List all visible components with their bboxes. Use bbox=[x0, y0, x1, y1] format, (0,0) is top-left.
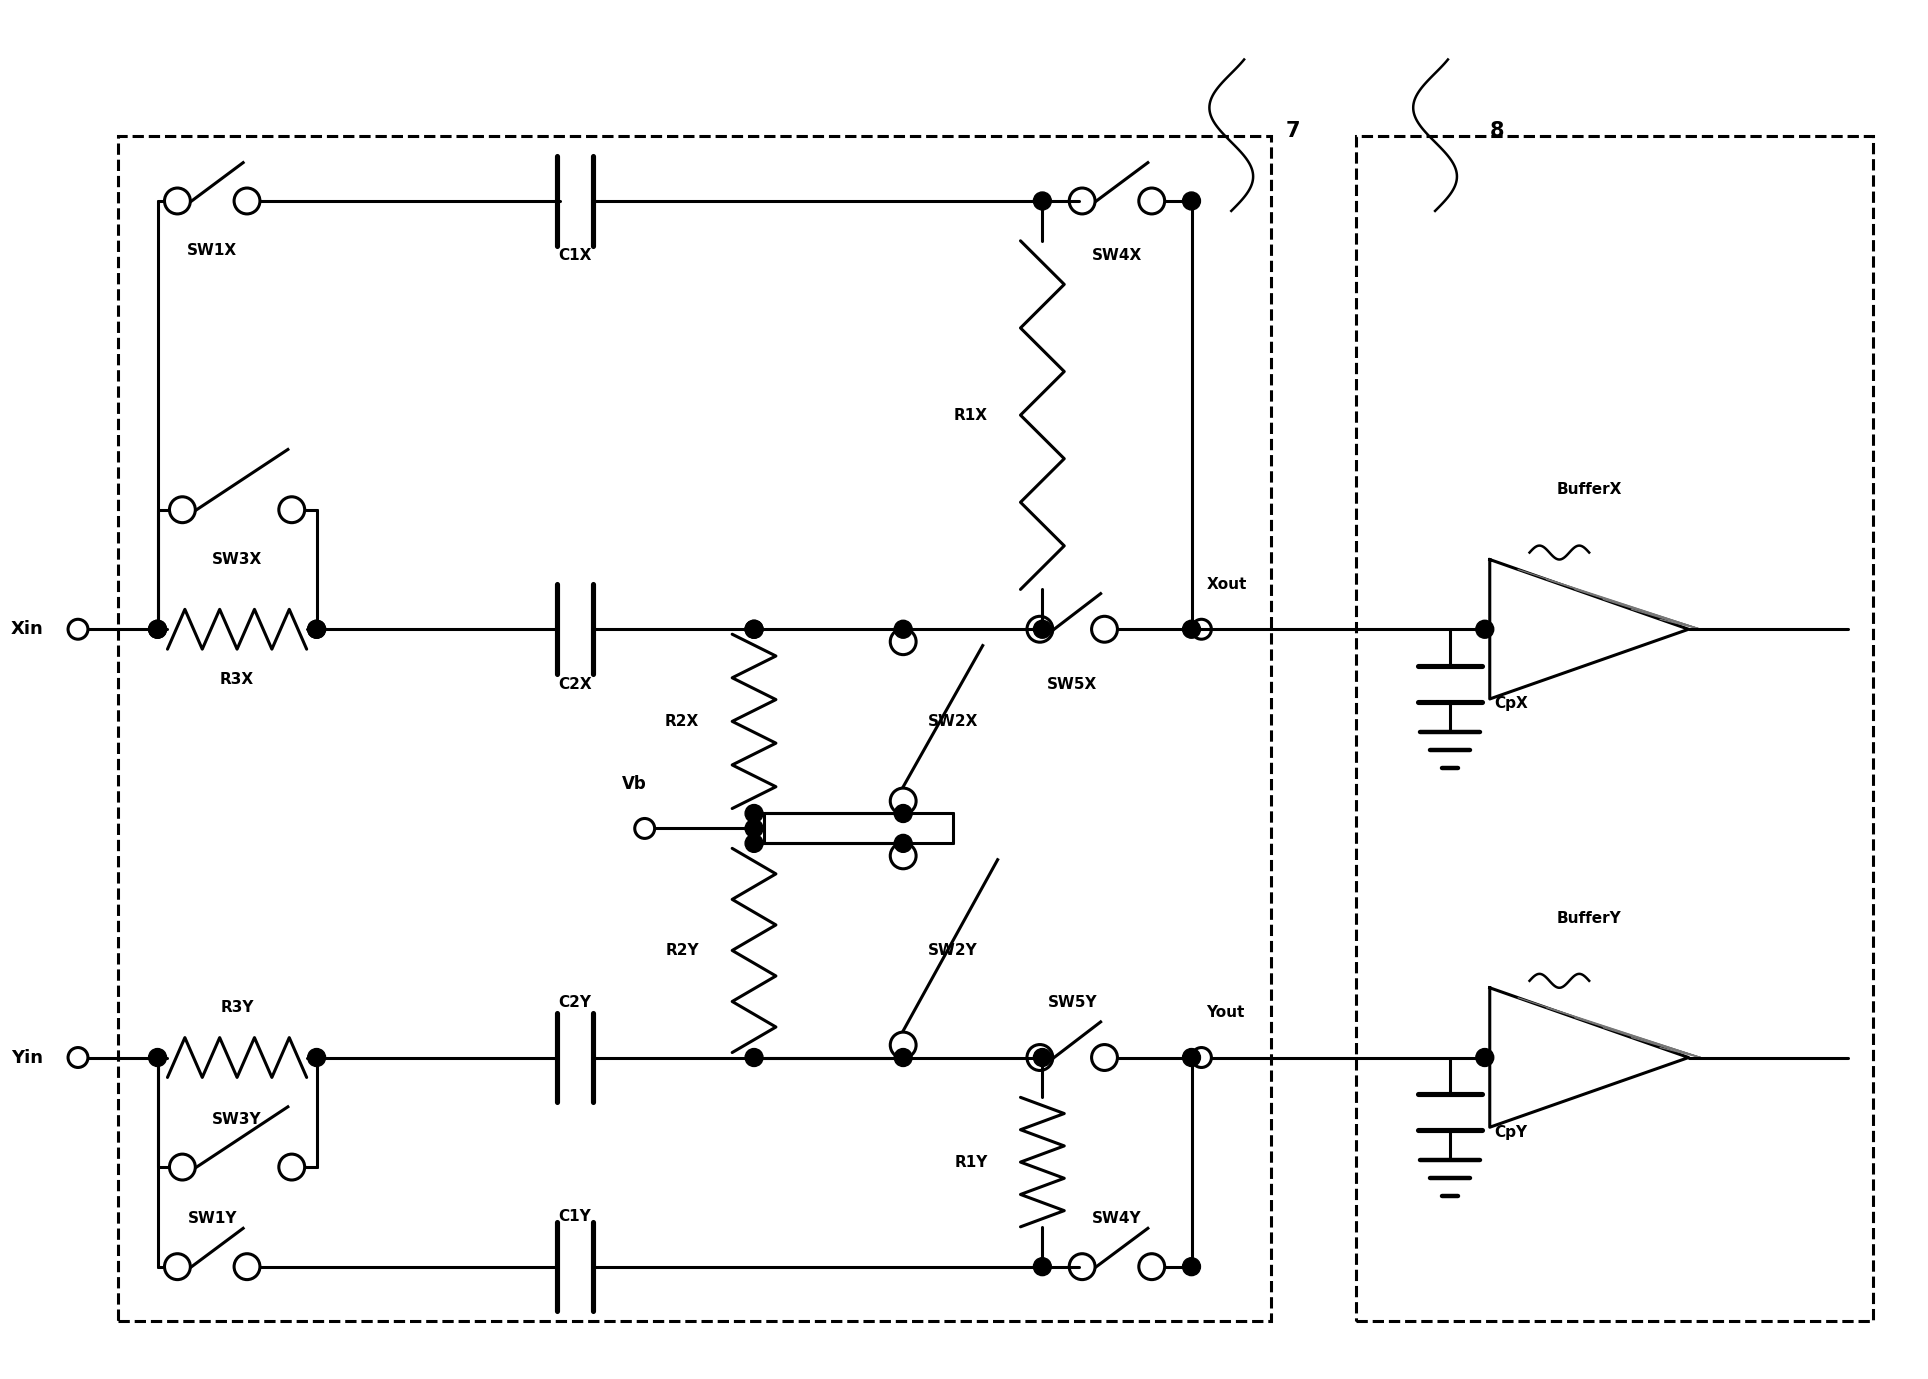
Circle shape bbox=[744, 621, 763, 638]
Circle shape bbox=[1033, 1048, 1051, 1066]
Bar bbox=[1355, 137, 1872, 1321]
Text: SW5X: SW5X bbox=[1047, 677, 1097, 691]
Circle shape bbox=[895, 804, 912, 822]
Text: Yin: Yin bbox=[12, 1048, 42, 1066]
Text: SW4X: SW4X bbox=[1091, 248, 1141, 263]
Circle shape bbox=[895, 621, 912, 638]
Text: C2Y: C2Y bbox=[559, 996, 592, 1011]
Circle shape bbox=[744, 1048, 763, 1066]
Text: R1Y: R1Y bbox=[954, 1154, 987, 1169]
Circle shape bbox=[1182, 1258, 1201, 1276]
Bar bbox=[118, 137, 1271, 1321]
Text: SW2X: SW2X bbox=[927, 714, 977, 729]
Text: R2Y: R2Y bbox=[665, 943, 700, 958]
Circle shape bbox=[148, 621, 166, 638]
Circle shape bbox=[1182, 192, 1201, 210]
Circle shape bbox=[148, 1048, 166, 1066]
Circle shape bbox=[308, 1048, 326, 1066]
Text: SW4Y: SW4Y bbox=[1091, 1211, 1141, 1226]
Circle shape bbox=[895, 834, 912, 852]
Text: Xout: Xout bbox=[1207, 576, 1247, 592]
Circle shape bbox=[1182, 1048, 1201, 1066]
Circle shape bbox=[1033, 621, 1051, 638]
Text: R3Y: R3Y bbox=[220, 1000, 254, 1015]
Circle shape bbox=[308, 621, 326, 638]
Text: BufferY: BufferY bbox=[1556, 910, 1621, 925]
Text: CpY: CpY bbox=[1494, 1125, 1527, 1139]
Circle shape bbox=[1475, 621, 1494, 638]
Text: R2X: R2X bbox=[665, 714, 700, 729]
Text: Yout: Yout bbox=[1207, 1005, 1245, 1020]
Circle shape bbox=[308, 621, 326, 638]
Circle shape bbox=[148, 621, 166, 638]
Text: Vb: Vb bbox=[623, 775, 648, 793]
Circle shape bbox=[744, 819, 763, 837]
Text: R1X: R1X bbox=[954, 408, 987, 422]
Circle shape bbox=[744, 804, 763, 822]
Circle shape bbox=[744, 834, 763, 852]
Text: SW3Y: SW3Y bbox=[212, 1111, 262, 1127]
Circle shape bbox=[744, 621, 763, 638]
Text: C1Y: C1Y bbox=[559, 1209, 592, 1225]
Circle shape bbox=[895, 1048, 912, 1066]
Circle shape bbox=[1033, 192, 1051, 210]
Text: R3X: R3X bbox=[220, 672, 254, 687]
Text: 7: 7 bbox=[1286, 121, 1301, 141]
Text: C2X: C2X bbox=[559, 677, 592, 691]
Text: CpX: CpX bbox=[1494, 696, 1529, 712]
Text: 8: 8 bbox=[1490, 121, 1504, 141]
Text: SW1X: SW1X bbox=[187, 243, 237, 258]
Circle shape bbox=[1475, 1048, 1494, 1066]
Circle shape bbox=[1033, 1258, 1051, 1276]
Text: SW3X: SW3X bbox=[212, 552, 262, 567]
Text: SW1Y: SW1Y bbox=[187, 1211, 237, 1226]
Text: C1X: C1X bbox=[559, 248, 592, 263]
Circle shape bbox=[1182, 621, 1201, 638]
Text: SW5Y: SW5Y bbox=[1047, 996, 1097, 1011]
Text: BufferX: BufferX bbox=[1556, 483, 1621, 498]
Text: Xin: Xin bbox=[10, 621, 42, 638]
Text: SW2Y: SW2Y bbox=[927, 943, 977, 958]
